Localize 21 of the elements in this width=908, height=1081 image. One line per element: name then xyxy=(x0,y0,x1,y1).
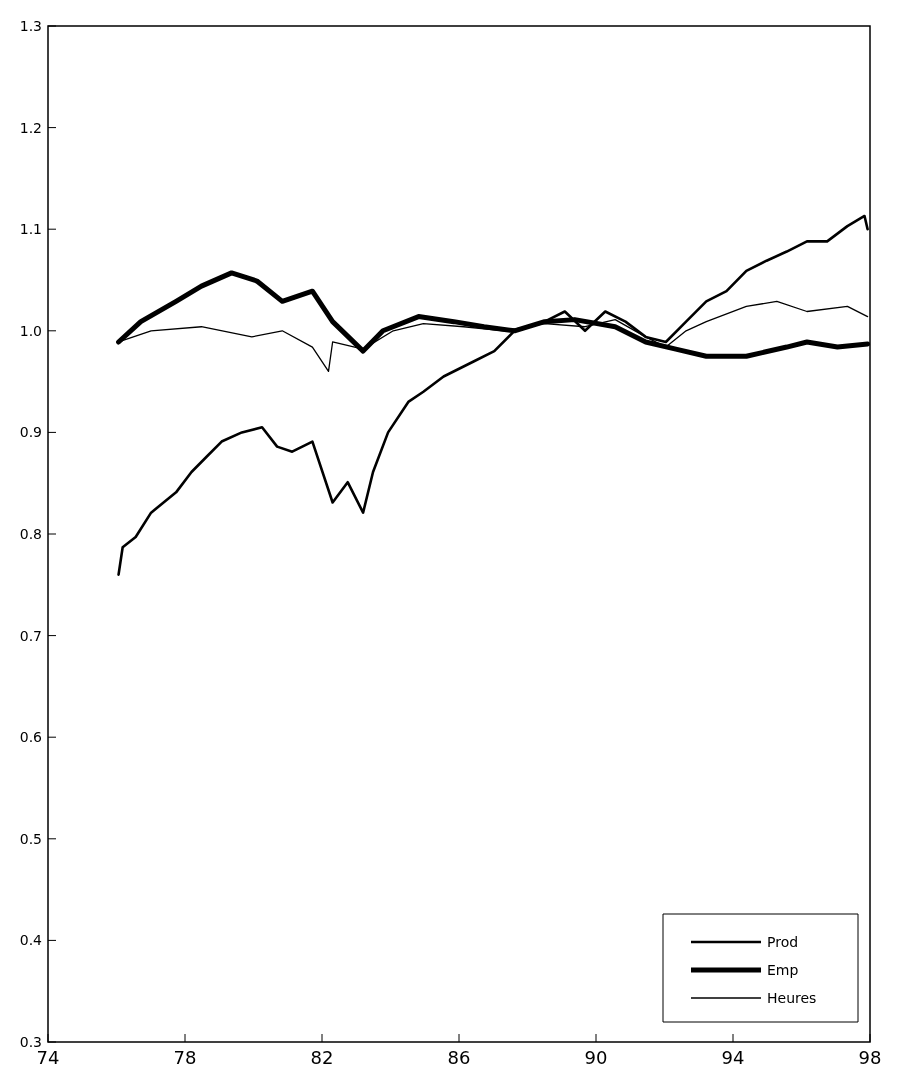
x-tick-label: 78 xyxy=(173,1047,197,1068)
y-tick-label: 0.8 xyxy=(19,525,42,542)
y-tick-label: 0.7 xyxy=(19,627,42,644)
x-tick-label: 90 xyxy=(584,1047,608,1068)
y-tick-label: 0.6 xyxy=(19,729,43,746)
y-tick-label: 1.2 xyxy=(19,119,42,136)
legend-label: Emp xyxy=(767,962,799,978)
x-tick-label: 86 xyxy=(447,1047,471,1068)
legend-label: Heures xyxy=(767,990,817,1006)
y-tick-label: 0.9 xyxy=(19,424,42,441)
x-tick-label: 82 xyxy=(310,1047,334,1068)
y-tick-label: 1.0 xyxy=(19,322,42,339)
y-tick-label: 0.5 xyxy=(19,830,42,847)
x-tick-label: 74 xyxy=(36,1047,60,1068)
x-tick-label: 94 xyxy=(721,1047,745,1068)
y-tick-label: 1.1 xyxy=(19,221,42,238)
y-tick-label: 1.3 xyxy=(19,17,42,34)
y-tick-label: 0.4 xyxy=(19,932,43,949)
legend-label: Prod xyxy=(767,934,799,950)
y-tick-label: 0.3 xyxy=(19,1033,42,1050)
x-tick-label: 98 xyxy=(858,1047,882,1068)
